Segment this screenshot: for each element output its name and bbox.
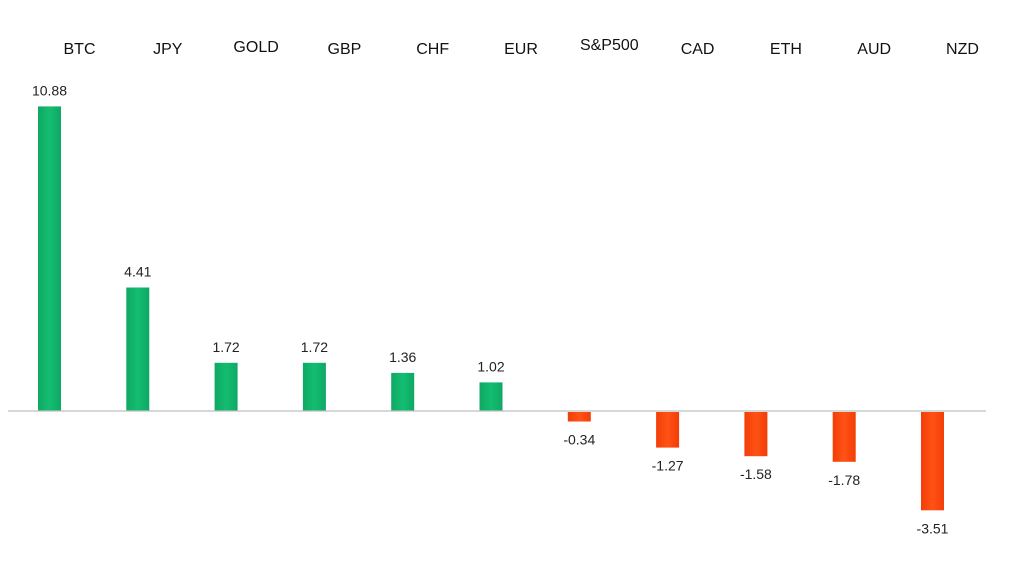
bar-aud [832, 412, 856, 462]
category-label-s-and-p500: S&P500 [580, 37, 639, 54]
category-label-eth: ETH [770, 41, 802, 58]
category-label-btc: BTC [64, 41, 96, 58]
bars-group [38, 106, 944, 511]
category-label-jpy: JPY [153, 41, 183, 58]
value-label-aud: -1.78 [828, 472, 860, 488]
bar-chf [391, 372, 415, 411]
value-label-s-and-p500: -0.34 [563, 432, 595, 448]
category-label-gbp: GBP [328, 41, 362, 58]
bar-nzd [921, 412, 944, 511]
category-label-aud: AUD [857, 41, 891, 58]
value-label-gold: 1.72 [212, 339, 239, 355]
value-labels: 10.88 4.41 1.72 1.72 1.36 1.02 -0.34 -1.27 -1.58… [32, 82, 949, 536]
category-labels: BTC JPY GOLD GBP CHF EUR S&P500 CAD ETH AUD NZD [64, 37, 979, 58]
value-label-gbp: 1.72 [301, 339, 328, 355]
bar-cad [656, 412, 680, 448]
bar-gold [214, 362, 238, 411]
value-label-nzd: -3.51 [917, 520, 949, 536]
bar-eth [744, 412, 768, 457]
bar-gbp [302, 362, 326, 411]
category-label-gold: GOLD [233, 39, 278, 56]
category-label-cad: CAD [681, 41, 715, 58]
value-label-jpy: 4.41 [124, 264, 151, 280]
category-label-chf: CHF [416, 41, 449, 58]
value-label-chf: 1.36 [389, 349, 416, 365]
bar-eur [479, 382, 503, 411]
bar-jpy [126, 287, 150, 411]
value-label-btc: 10.88 [32, 82, 67, 98]
category-label-nzd: NZD [946, 41, 979, 58]
category-label-eur: EUR [504, 41, 538, 58]
value-label-eth: -1.58 [740, 466, 772, 482]
bar-s-and-p500 [567, 412, 591, 422]
value-label-eur: 1.02 [477, 358, 504, 374]
bar-btc [38, 106, 61, 412]
value-label-cad: -1.27 [652, 458, 684, 474]
